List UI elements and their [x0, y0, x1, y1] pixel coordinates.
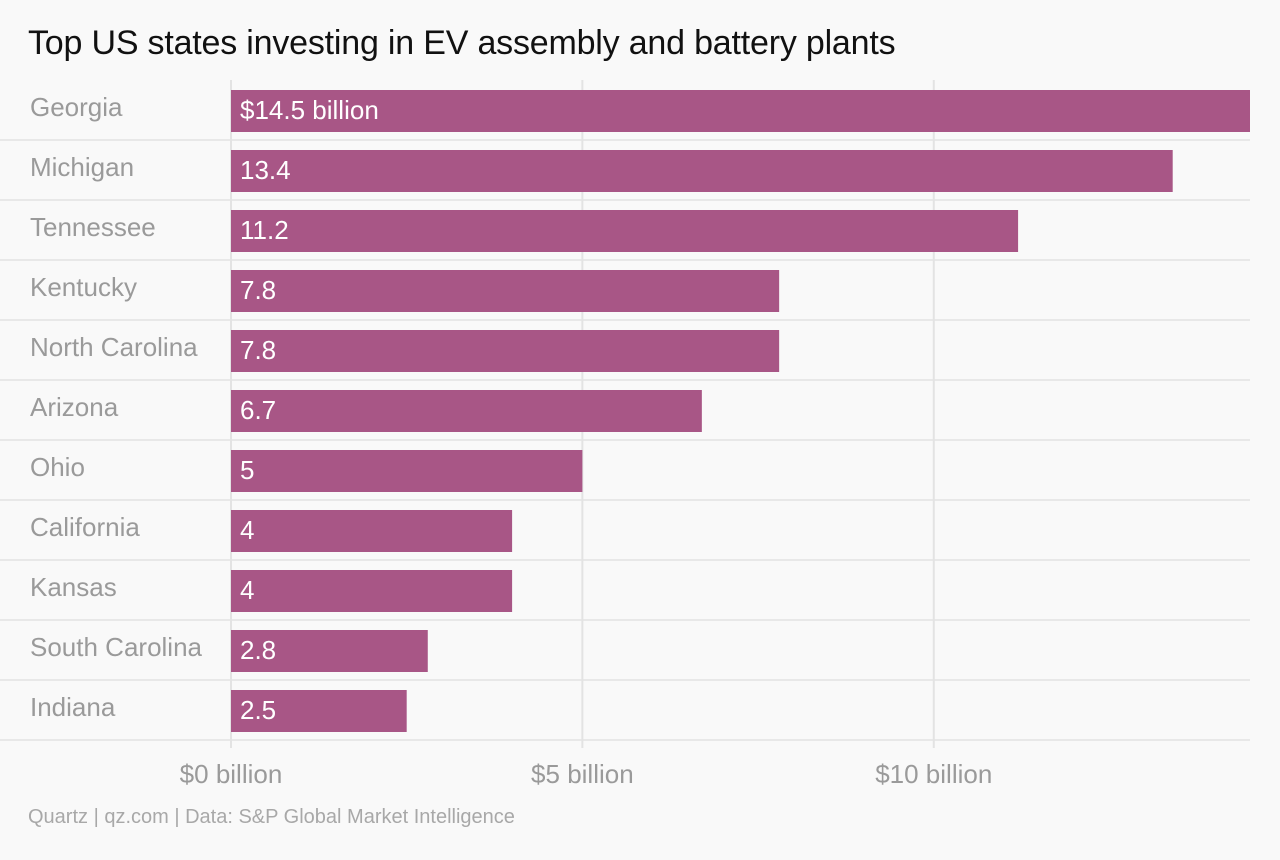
data-label: 4: [240, 575, 254, 605]
bar-chart: Georgia $14.5 billion Michigan 13.4 Tennesse…: [0, 80, 1250, 789]
bar: [231, 570, 513, 612]
category-label: Ohio: [30, 452, 85, 482]
category-label: Arizona: [30, 392, 119, 422]
data-label: 7.8: [240, 275, 276, 305]
bar: [231, 690, 407, 732]
bar: [231, 270, 780, 312]
labels-layer: Georgia $14.5 billion Michigan 13.4 Tennesse…: [30, 92, 379, 725]
data-label: 7.8: [240, 335, 276, 365]
bars-layer: [231, 90, 1250, 732]
data-label: 11.2: [240, 215, 289, 245]
x-tick-label: $5 billion: [531, 759, 634, 789]
category-label: Indiana: [30, 692, 116, 722]
category-label: South Carolina: [30, 632, 203, 662]
x-axis-ticks: $0 billion $5 billion $10 billion: [180, 759, 993, 789]
bar: [231, 210, 1019, 252]
category-label: North Carolina: [30, 332, 198, 362]
data-label: 5: [240, 455, 254, 485]
data-label: 13.4: [240, 155, 291, 185]
category-label: Kentucky: [30, 272, 137, 302]
data-label: 4: [240, 515, 254, 545]
bar: [231, 330, 780, 372]
bar: [231, 510, 513, 552]
x-tick-label: $10 billion: [875, 759, 992, 789]
source-note: Quartz | qz.com | Data: S&P Global Marke…: [28, 806, 515, 828]
bar: [231, 390, 702, 432]
bar: [231, 150, 1173, 192]
data-label: 6.7: [240, 395, 276, 425]
data-label: 2.8: [240, 635, 276, 665]
category-label: California: [30, 512, 140, 542]
category-label: Tennessee: [30, 212, 156, 242]
chart-title: Top US states investing in EV assembly a…: [28, 24, 896, 62]
data-label: 2.5: [240, 695, 276, 725]
bar: [231, 630, 428, 672]
category-label: Georgia: [30, 92, 123, 122]
data-label: $14.5 billion: [240, 95, 379, 125]
x-tick-label: $0 billion: [180, 759, 283, 789]
category-label: Kansas: [30, 572, 117, 602]
bar: [231, 90, 1250, 132]
bar: [231, 450, 583, 492]
category-label: Michigan: [30, 152, 134, 182]
